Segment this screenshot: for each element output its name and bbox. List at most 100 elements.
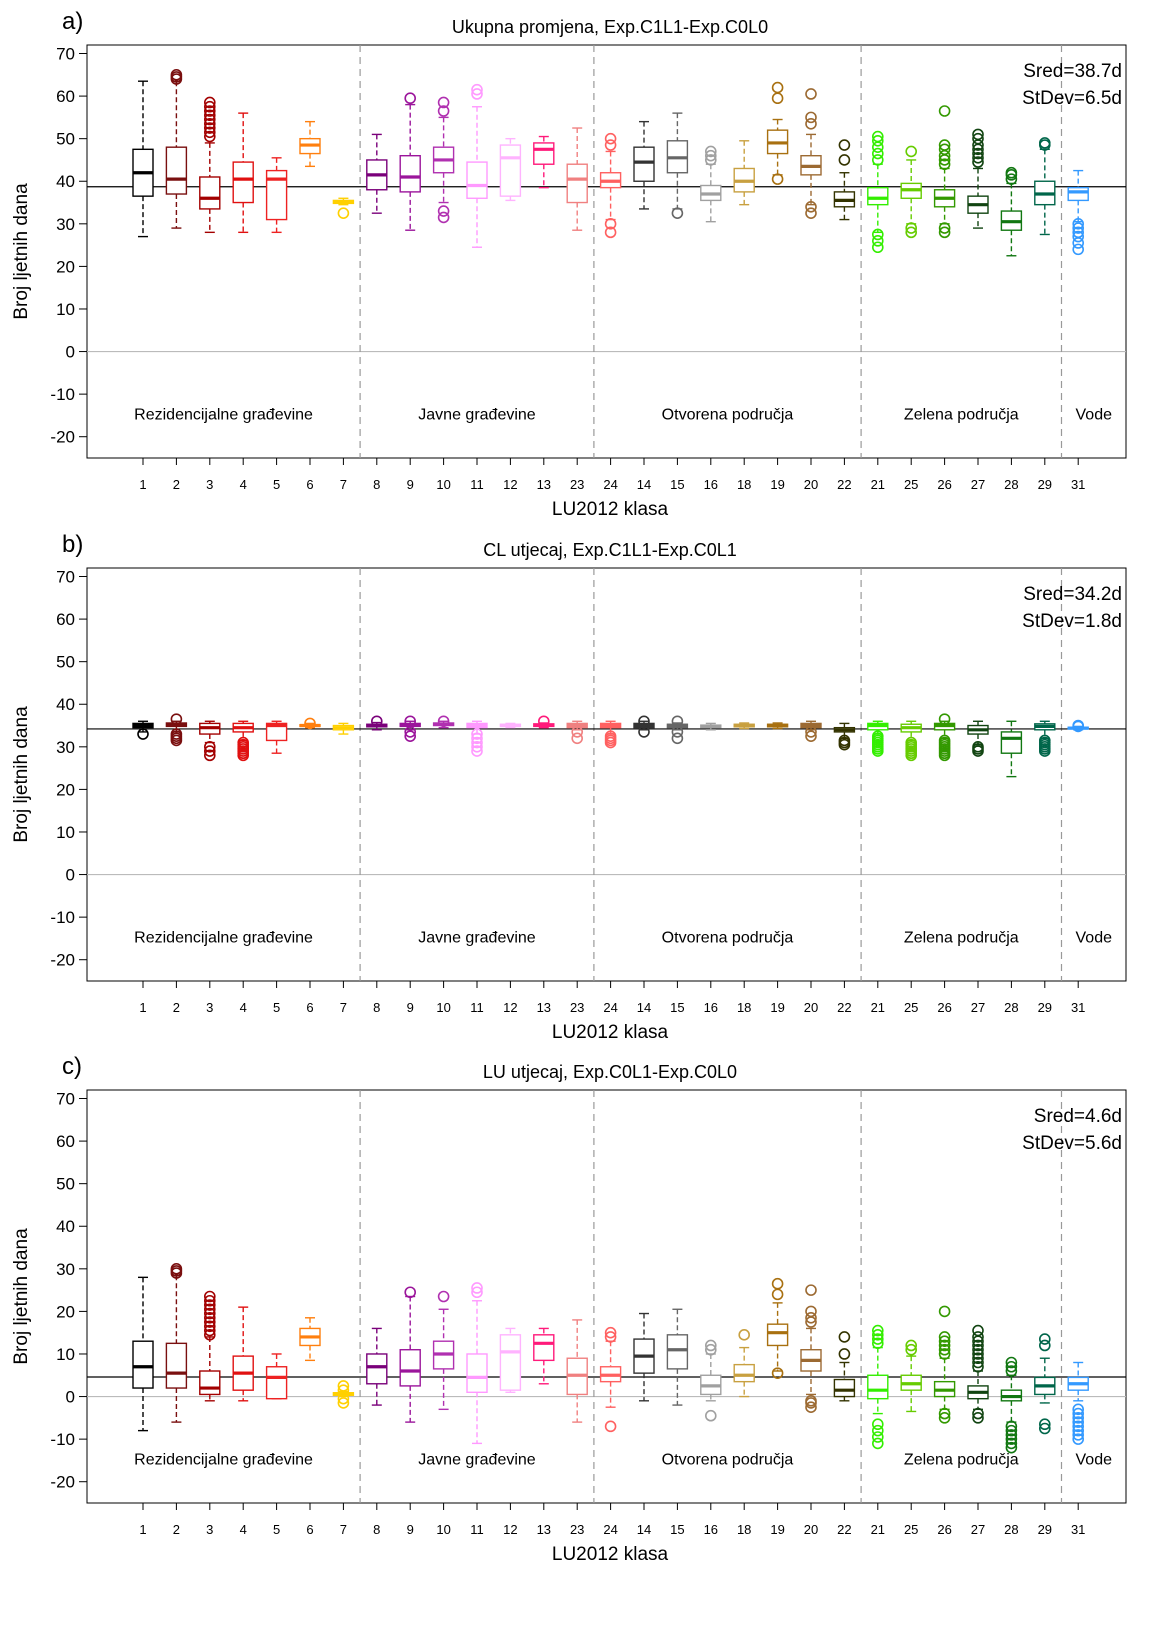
outlier-point — [1072, 230, 1084, 243]
y-tick-label: -20 — [50, 428, 75, 447]
y-tick-label: -20 — [50, 1473, 75, 1492]
outlier-point — [838, 1348, 851, 1360]
stats-label: Sred=4.6d — [1034, 1106, 1122, 1127]
x-tick-label: 31 — [1071, 477, 1085, 492]
x-tick-label: 2 — [173, 1522, 180, 1537]
x-tick-label: 18 — [737, 1000, 751, 1015]
box-26 — [933, 1305, 956, 1424]
outlier-point — [204, 1307, 216, 1320]
box-1 — [132, 80, 154, 238]
x-tick-label: 27 — [971, 1522, 985, 1537]
chart-title: LU utjecaj, Exp.C0L1-Exp.C0L0 — [483, 1062, 737, 1082]
x-tick-label: 6 — [306, 1522, 313, 1537]
outlier-point — [204, 1294, 216, 1307]
outlier-point — [471, 732, 483, 745]
outlier-point — [905, 1339, 918, 1352]
box-27 — [967, 128, 989, 229]
box-27 — [967, 720, 989, 757]
outlier-point — [704, 145, 717, 158]
outlier-point — [671, 207, 684, 219]
chart-panel: c) LU utjecaj, Exp.C0L1-Exp.C0L0 Rezidenci… — [11, 1053, 1127, 1565]
box-26 — [933, 105, 956, 239]
box-9 — [399, 715, 421, 742]
box-26 — [933, 713, 956, 762]
x-tick-label: 9 — [407, 1000, 414, 1015]
box-11 — [466, 1282, 488, 1445]
box-iqr — [499, 1334, 522, 1391]
box-iqr — [733, 1363, 755, 1383]
x-tick-label: 18 — [737, 477, 751, 492]
x-tick-label: 22 — [837, 477, 851, 492]
x-tick-label: 16 — [704, 1000, 718, 1015]
outlier-point — [471, 728, 483, 740]
outlier-point — [471, 88, 483, 100]
box-24 — [599, 1326, 622, 1433]
x-tick-label: 7 — [340, 477, 347, 492]
x-tick-label: 15 — [670, 1522, 684, 1537]
x-tick-label: 23 — [570, 1522, 584, 1537]
box-iqr — [265, 1366, 288, 1400]
outlier-point — [204, 1329, 216, 1341]
box-iqr — [199, 176, 221, 210]
box-iqr — [533, 142, 555, 165]
chart-panel: a) Ukupna promjena, Exp.C1L1-Exp.C0L0 Rezi… — [11, 8, 1127, 520]
outlier-point — [204, 96, 216, 109]
outlier-point — [771, 1367, 784, 1379]
x-tick-label: 13 — [537, 477, 551, 492]
x-tick-label: 3 — [206, 1522, 213, 1537]
outlier-point — [871, 235, 884, 247]
outlier-point — [871, 228, 884, 241]
outlier-point — [1005, 1360, 1018, 1373]
y-tick-label: 30 — [56, 1260, 75, 1279]
x-tick-label: 13 — [537, 1000, 551, 1015]
box-iqr — [867, 1374, 889, 1400]
outlier-point — [1005, 1429, 1018, 1441]
y-tick-label: -10 — [50, 1430, 75, 1449]
outlier-point — [1005, 1420, 1018, 1433]
chart-title: CL utjecaj, Exp.C1L1-Exp.C0L1 — [483, 540, 736, 560]
outlier-point — [204, 1290, 216, 1303]
outlier-point — [337, 1380, 350, 1392]
x-tick-label: 31 — [1071, 1522, 1085, 1537]
panel-label: c) — [62, 1053, 82, 1080]
outlier-point — [1005, 1433, 1018, 1445]
group-label: Javne građevine — [418, 1452, 536, 1469]
box-16 — [700, 1339, 722, 1422]
x-tick-label: 25 — [904, 477, 918, 492]
box-iqr — [132, 1340, 154, 1389]
outlier-point — [1005, 1424, 1018, 1437]
outlier-point — [170, 728, 183, 740]
x-tick-label: 14 — [637, 1000, 651, 1015]
outlier-point — [871, 1424, 884, 1437]
box-4 — [232, 1306, 254, 1402]
x-tick-label: 23 — [570, 1000, 584, 1015]
outlier-point — [1072, 1420, 1084, 1433]
y-tick-label: 10 — [56, 823, 75, 842]
group-label: Zelena područja — [904, 1452, 1019, 1469]
box-6 — [299, 1317, 321, 1362]
box-16 — [700, 145, 722, 223]
outlier-point — [838, 154, 851, 166]
box-14 — [633, 1312, 655, 1402]
y-tick-label: 60 — [56, 1132, 75, 1151]
y-axis-label: Broj ljetnih dana — [11, 183, 32, 320]
outlier-point — [972, 156, 984, 168]
x-tick-label: 16 — [704, 477, 718, 492]
box-21 — [867, 130, 889, 254]
box-7 — [332, 197, 355, 219]
outlier-point — [204, 109, 216, 122]
outlier-point — [938, 1407, 951, 1420]
outlier-point — [771, 92, 784, 105]
x-tick-label: 20 — [804, 477, 818, 492]
outlier-point — [805, 1284, 817, 1296]
box-iqr — [833, 1378, 856, 1398]
outlier-point — [704, 149, 717, 162]
outlier-point — [871, 1324, 884, 1337]
outlier-point — [704, 1339, 717, 1352]
outlier-point — [204, 741, 216, 753]
box-iqr — [766, 1323, 789, 1347]
x-tick-label: 2 — [173, 1000, 180, 1015]
outlier-point — [471, 745, 483, 757]
x-tick-label: 31 — [1071, 1000, 1085, 1015]
box-13 — [533, 1327, 555, 1385]
